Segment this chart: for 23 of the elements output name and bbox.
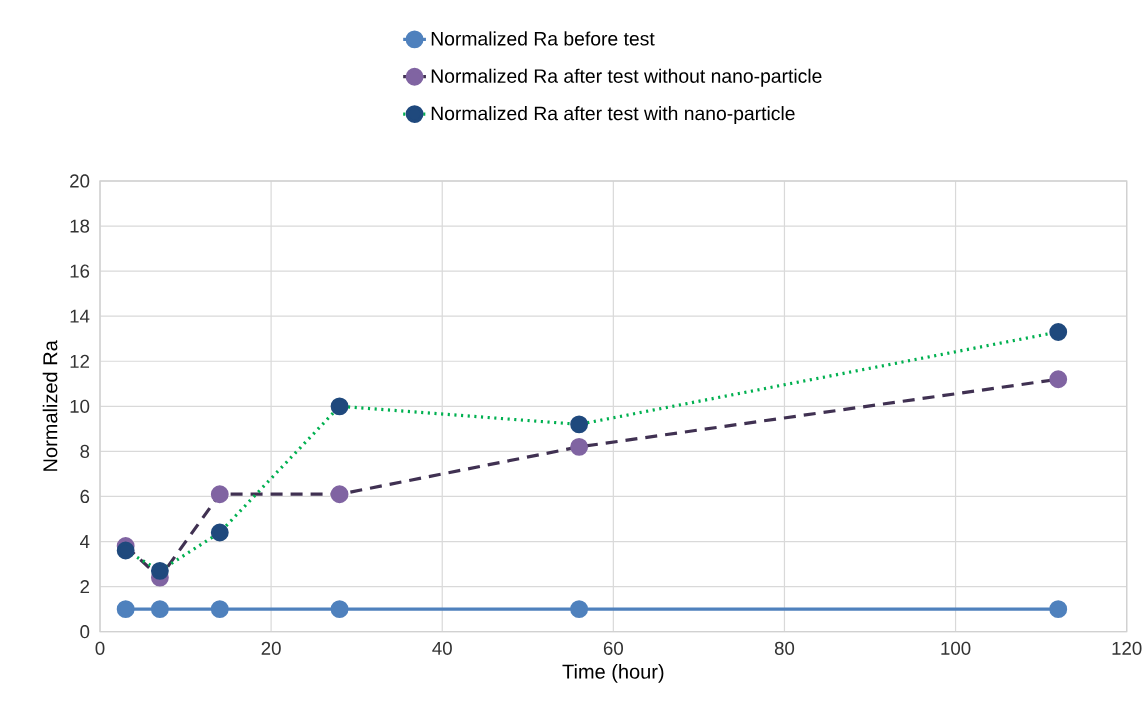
y-tick-label: 16	[70, 264, 90, 278]
y-tick-label: 18	[70, 219, 90, 233]
x-tick-label: 60	[603, 641, 623, 655]
y-tick-label: 12	[70, 354, 90, 368]
y-tick-label: 8	[80, 444, 90, 459]
y-tick-label: 20	[70, 174, 90, 188]
x-tick-label: 80	[774, 641, 795, 655]
x-tick-label: 20	[261, 641, 281, 655]
y-tick-label: 10	[70, 399, 90, 413]
y-tick-label: 2	[80, 580, 90, 594]
x-tick-label: 120	[1112, 641, 1142, 655]
x-tick-label: 40	[432, 641, 452, 655]
legend-label: Normalized Ra after test without nano-particle	[431, 68, 822, 87]
y-tick-label: 14	[70, 309, 90, 323]
legend-label: Normalized Ra after test with nano-particle	[431, 106, 795, 125]
y-axis-title: Normalized Ra	[42, 340, 58, 471]
y-tick-label: 0	[80, 625, 90, 639]
y-tick-label: 6	[80, 489, 90, 504]
y-tick-label: 4	[79, 535, 90, 548]
x-tick-label: 0	[95, 641, 105, 655]
legend-label: Normalized Ra before test	[431, 31, 655, 46]
x-axis-title: Time (hour)	[562, 664, 664, 683]
x-tick-label: 100	[941, 641, 971, 655]
